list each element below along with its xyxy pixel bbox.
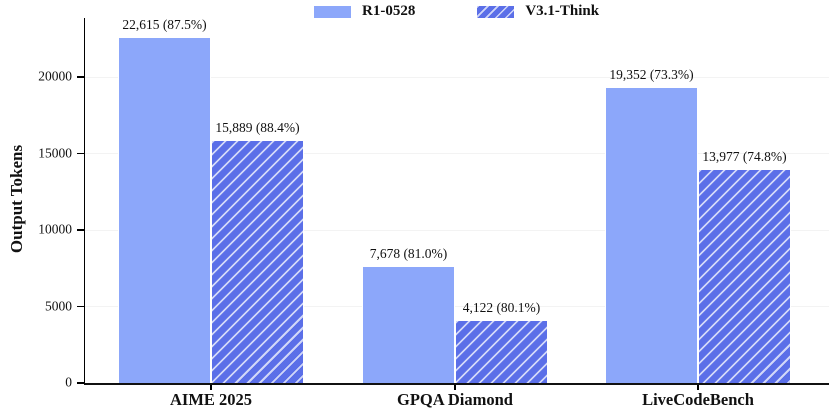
y-tick-mark <box>77 76 84 78</box>
bar-solid-2 <box>605 86 698 383</box>
legend-label-v31-think: V3.1-Think <box>525 3 600 19</box>
bar-hatch-2 <box>698 169 791 383</box>
y-tick-mark <box>77 382 84 384</box>
legend-item-v31-think: V3.1-Think <box>477 3 599 20</box>
plot-area: 0 5000 10000 15000 20000 22,615 (87.5%) 15,889… <box>38 17 829 409</box>
x-axis-label: GPQA Diamond <box>397 390 513 409</box>
y-axis-title: Output Tokens <box>7 144 26 254</box>
bar-value-label: 22,615 (87.5%) <box>122 17 207 33</box>
x-axis-label: LiveCodeBench <box>642 390 754 409</box>
bar-hatch-0 <box>211 139 304 383</box>
x-tick-mark <box>210 385 212 390</box>
legend-swatch-hatch-icon <box>477 5 515 18</box>
y-tick-mark <box>77 229 84 231</box>
x-tick-mark <box>697 385 699 390</box>
bar-value-label: 13,977 (74.8%) <box>702 149 787 165</box>
y-tick-label: 5000 <box>45 298 72 314</box>
bar-value-label: 4,122 (80.1%) <box>462 299 541 315</box>
legend: R1-0528 V3.1-Think <box>314 3 599 20</box>
gridline <box>85 76 829 78</box>
bar-value-label: 15,889 (88.4%) <box>215 119 300 135</box>
x-tick-mark <box>454 385 456 390</box>
legend-swatch-solid-icon <box>314 5 351 18</box>
y-tick-mark <box>77 152 84 155</box>
y-tick-mark <box>77 305 84 308</box>
x-axis-label: AIME 2025 <box>169 390 253 409</box>
gridline <box>85 306 829 307</box>
y-tick-label: 15000 <box>38 145 72 161</box>
legend-item-r1-0528: R1-0528 <box>314 3 415 20</box>
y-tick-label: 0 <box>65 374 72 390</box>
bar-solid-0 <box>118 37 211 383</box>
gridline <box>85 229 829 231</box>
legend-label-r1-0528: R1-0528 <box>362 3 416 19</box>
y-tick-label: 20000 <box>38 68 72 84</box>
bar-value-label: 19,352 (73.3%) <box>609 66 694 82</box>
bar-solid-1 <box>362 265 455 383</box>
bar-value-label: 7,678 (81.0%) <box>369 245 448 261</box>
gridline <box>85 153 829 155</box>
y-tick-label: 10000 <box>38 221 72 237</box>
bar-hatch-1 <box>455 319 548 383</box>
